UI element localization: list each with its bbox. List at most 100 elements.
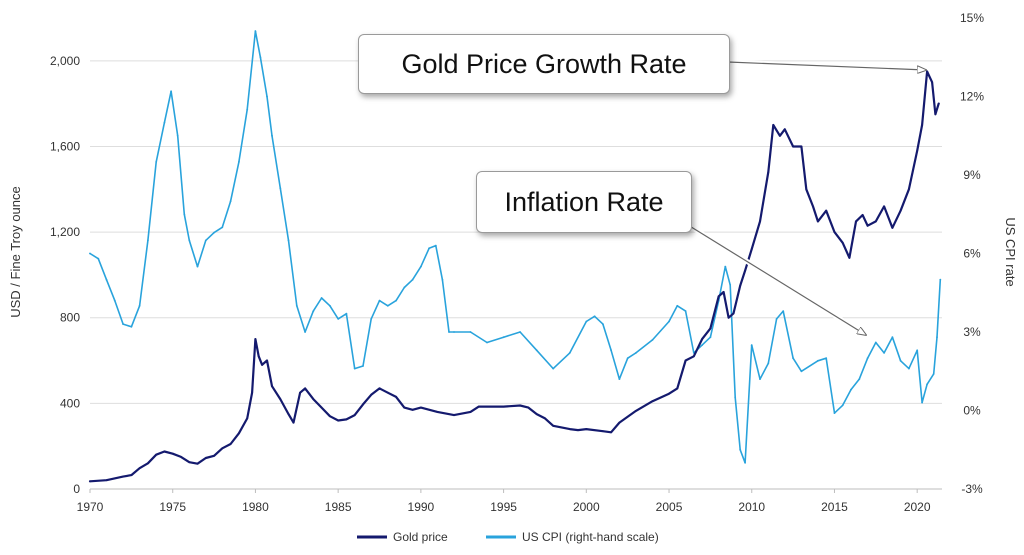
us-cpi-line	[89, 30, 942, 464]
legend: Gold price US CPI (right-hand scale)	[357, 530, 659, 544]
left-tick-label: 400	[60, 396, 80, 410]
gold-price-point	[378, 387, 381, 390]
us-cpi-point	[701, 344, 703, 346]
gold-price-point	[420, 406, 422, 409]
gold-price-point	[848, 256, 851, 259]
us-cpi-point	[163, 121, 166, 124]
left-axis-ticks: 0 400 800 1,200 1,600 2,000	[50, 54, 80, 496]
x-tick-label: 2015	[821, 500, 848, 514]
gold-price-point	[292, 421, 295, 424]
gold-price-point	[552, 424, 555, 427]
gold-price-point	[436, 411, 439, 413]
us-cpi-point	[750, 344, 753, 346]
gold-price-point	[899, 209, 902, 212]
us-cpi-point	[602, 323, 604, 325]
gold-price-point	[744, 269, 746, 272]
us-cpi-point	[229, 200, 232, 203]
gold-price-point	[676, 387, 679, 390]
gold-price-point	[817, 220, 819, 223]
gold-price-point	[841, 241, 844, 244]
us-cpi-point	[353, 367, 356, 370]
us-cpi-point	[434, 244, 437, 247]
gold-price-point	[701, 338, 703, 340]
gold-price-point	[779, 134, 781, 137]
us-cpi-point	[899, 359, 902, 362]
us-cpi-point	[744, 461, 746, 464]
gold-price-point	[692, 355, 695, 358]
right-axis-ticks: -3% 0% 3% 6% 9% 12% 15%	[960, 11, 984, 496]
gold-price-point	[89, 480, 91, 483]
us-cpi-point	[254, 30, 257, 32]
x-tick-label: 1990	[408, 500, 435, 514]
gold-price-point	[722, 291, 725, 293]
gold-price-point	[299, 391, 301, 394]
gold-price-point	[337, 419, 340, 422]
gold-price-point	[519, 404, 521, 407]
x-tick-label: 1995	[490, 500, 517, 514]
arrow-gold	[727, 59, 926, 70]
right-tick-label: 0%	[963, 404, 981, 418]
left-tick-label: 2,000	[50, 54, 80, 68]
gold-price-point	[739, 284, 742, 287]
gold-price-point	[271, 385, 273, 388]
us-cpi-point	[183, 213, 186, 216]
right-tick-label: 3%	[963, 325, 981, 339]
gold-price-point	[568, 428, 571, 430]
us-cpi-point	[825, 357, 828, 360]
gold-price-point	[266, 359, 268, 362]
us-cpi-point	[97, 257, 100, 260]
gold-price-point	[246, 417, 249, 420]
gold-price-point	[750, 248, 753, 251]
gold-price-point	[453, 414, 455, 416]
left-tick-label: 800	[60, 311, 80, 325]
us-cpi-point	[610, 349, 612, 352]
gold-price-point	[535, 413, 538, 415]
us-cpi-point	[287, 239, 290, 242]
gold-price-point	[921, 124, 923, 126]
us-cpi-point	[724, 265, 727, 268]
gold-price-point	[229, 443, 232, 445]
x-tick-label: 2020	[904, 500, 931, 514]
us-cpi-point	[304, 331, 306, 333]
us-cpi-point	[279, 187, 282, 190]
us-cpi-point	[147, 239, 149, 242]
gold-price-point	[312, 398, 315, 400]
gold-price-point	[891, 226, 894, 229]
us-cpi-point	[552, 367, 555, 370]
us-cpi-point	[469, 331, 472, 333]
us-cpi-point	[676, 304, 679, 307]
gold-price-point	[635, 410, 637, 412]
gold-price-point	[130, 474, 133, 476]
us-cpi-point	[626, 357, 629, 360]
left-axis-title: USD / Fine Troy ounce	[8, 186, 23, 318]
us-cpi-point	[155, 161, 158, 163]
us-cpi-point	[635, 352, 637, 354]
gold-price-point	[403, 406, 406, 409]
gold-price-point	[251, 391, 254, 394]
x-tick-label: 2000	[573, 500, 600, 514]
us-cpi-point	[188, 239, 191, 242]
gold-price-point	[585, 428, 588, 430]
us-cpi-point	[850, 388, 852, 391]
us-cpi-point	[271, 134, 273, 137]
x-tick-label: 2005	[656, 500, 683, 514]
gold-price-point	[874, 220, 877, 223]
us-cpi-point	[266, 95, 268, 98]
us-cpi-point	[213, 231, 216, 234]
us-cpi-point	[939, 278, 942, 281]
gold-price-point	[544, 417, 546, 420]
us-cpi-point	[800, 370, 803, 373]
us-cpi-point	[448, 331, 450, 333]
us-cpi-point	[329, 304, 331, 307]
us-cpi-point	[295, 304, 298, 307]
gold-price-point	[783, 128, 786, 131]
us-cpi-point	[891, 336, 894, 339]
us-cpi-point	[204, 239, 207, 242]
gold-price-point	[204, 457, 207, 459]
x-tick-label: 1970	[77, 500, 104, 514]
gold-price-point	[163, 450, 166, 453]
us-cpi-point	[593, 315, 596, 318]
gold-price-point	[866, 224, 869, 227]
legend-gold-label: Gold price	[393, 530, 448, 544]
gold-price-line	[88, 70, 940, 483]
